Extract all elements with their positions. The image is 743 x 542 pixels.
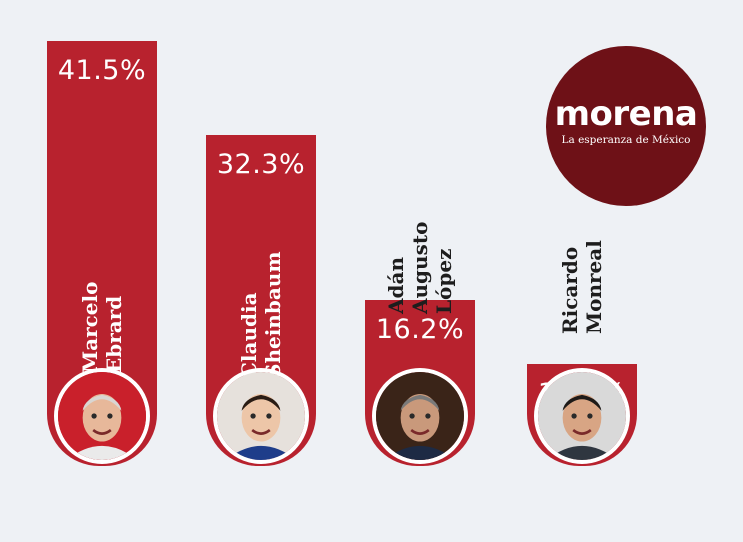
candidate-name: Claudia Sheinbaum xyxy=(237,251,285,379)
candidate-name: Ricardo Monreal xyxy=(558,240,606,334)
value-label: 41.5% xyxy=(57,54,147,86)
value-label: 32.3% xyxy=(216,148,306,180)
logo-word: morena xyxy=(554,94,698,134)
candidate-name: Marcelo Ebrard xyxy=(78,281,126,373)
candidate-photo xyxy=(372,368,468,464)
candidate-photo xyxy=(213,368,309,464)
candidate-photo xyxy=(54,368,150,464)
candidate-photo xyxy=(534,368,630,464)
morena-logo: morena La esperanza de México xyxy=(546,46,706,206)
logo-tagline: La esperanza de México xyxy=(561,134,691,146)
value-label: 16.2% xyxy=(375,313,465,345)
candidate-name: Adán Augusto López xyxy=(384,221,456,314)
